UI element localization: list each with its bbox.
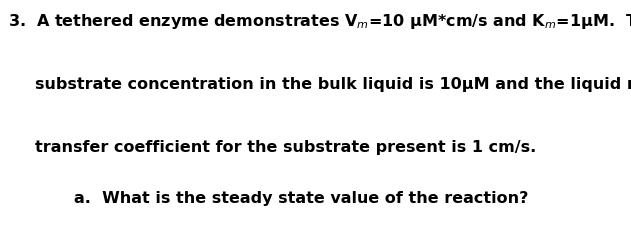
Text: 3.  A tethered enzyme demonstrates V$_m$=10 μM*cm/s and K$_m$=1μM.  The: 3. A tethered enzyme demonstrates V$_m$=… (8, 12, 631, 31)
Text: substrate concentration in the bulk liquid is 10μM and the liquid mass: substrate concentration in the bulk liqu… (35, 77, 631, 92)
Text: a.  What is the steady state value of the reaction?: a. What is the steady state value of the… (74, 191, 529, 206)
Text: transfer coefficient for the substrate present is 1 cm/s.: transfer coefficient for the substrate p… (35, 140, 536, 155)
